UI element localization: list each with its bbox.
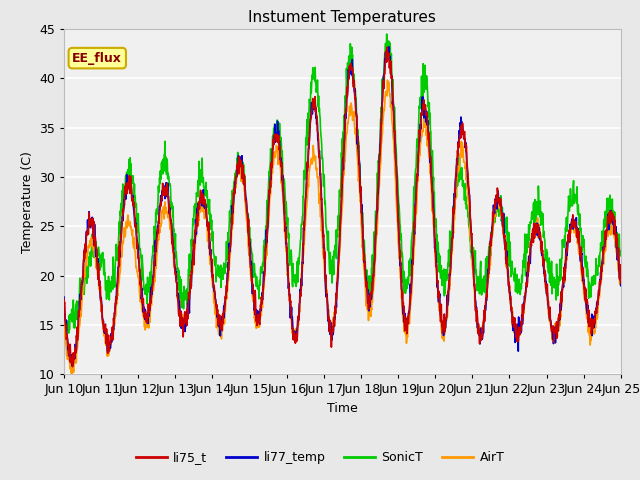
li77_temp bbox=[502, 258, 510, 264]
SonicT bbox=[552, 277, 559, 283]
Line: AirT: AirT bbox=[64, 80, 621, 374]
SonicT bbox=[184, 274, 192, 279]
li77_temp bbox=[60, 294, 68, 300]
Text: EE_flux: EE_flux bbox=[72, 52, 122, 65]
li75_t bbox=[246, 265, 254, 271]
SonicT bbox=[60, 327, 68, 333]
li75_t bbox=[552, 326, 559, 332]
li77_temp bbox=[246, 251, 254, 256]
AirT bbox=[617, 281, 625, 287]
li75_t bbox=[68, 364, 76, 370]
AirT bbox=[429, 223, 437, 229]
AirT bbox=[68, 371, 76, 377]
Title: Instument Temperatures: Instument Temperatures bbox=[248, 10, 436, 25]
AirT bbox=[552, 336, 559, 342]
SonicT bbox=[171, 237, 179, 242]
li77_temp bbox=[552, 340, 559, 346]
Legend: li75_t, li77_temp, SonicT, AirT: li75_t, li77_temp, SonicT, AirT bbox=[131, 446, 509, 469]
Line: li77_temp: li77_temp bbox=[64, 47, 621, 366]
AirT bbox=[60, 322, 68, 327]
SonicT bbox=[246, 236, 254, 242]
X-axis label: Time: Time bbox=[327, 402, 358, 415]
li77_temp bbox=[68, 363, 76, 369]
SonicT bbox=[502, 219, 510, 225]
li75_t bbox=[617, 280, 625, 286]
li75_t bbox=[429, 211, 437, 216]
SonicT bbox=[617, 252, 625, 257]
li75_t bbox=[171, 265, 179, 271]
AirT bbox=[502, 264, 510, 270]
AirT bbox=[383, 77, 391, 83]
Line: SonicT: SonicT bbox=[64, 34, 621, 333]
li75_t bbox=[60, 296, 68, 302]
Line: li75_t: li75_t bbox=[64, 47, 621, 367]
li77_temp bbox=[617, 283, 625, 288]
SonicT bbox=[65, 330, 72, 336]
li75_t bbox=[502, 261, 510, 267]
li77_temp bbox=[385, 44, 393, 50]
AirT bbox=[171, 262, 179, 267]
SonicT bbox=[383, 31, 390, 37]
li77_temp bbox=[171, 263, 179, 268]
AirT bbox=[246, 272, 254, 278]
SonicT bbox=[429, 174, 437, 180]
AirT bbox=[184, 301, 192, 307]
li77_temp bbox=[429, 207, 437, 213]
Y-axis label: Temperature (C): Temperature (C) bbox=[20, 151, 33, 252]
li77_temp bbox=[184, 305, 192, 311]
li75_t bbox=[383, 44, 391, 50]
li75_t bbox=[184, 300, 192, 306]
